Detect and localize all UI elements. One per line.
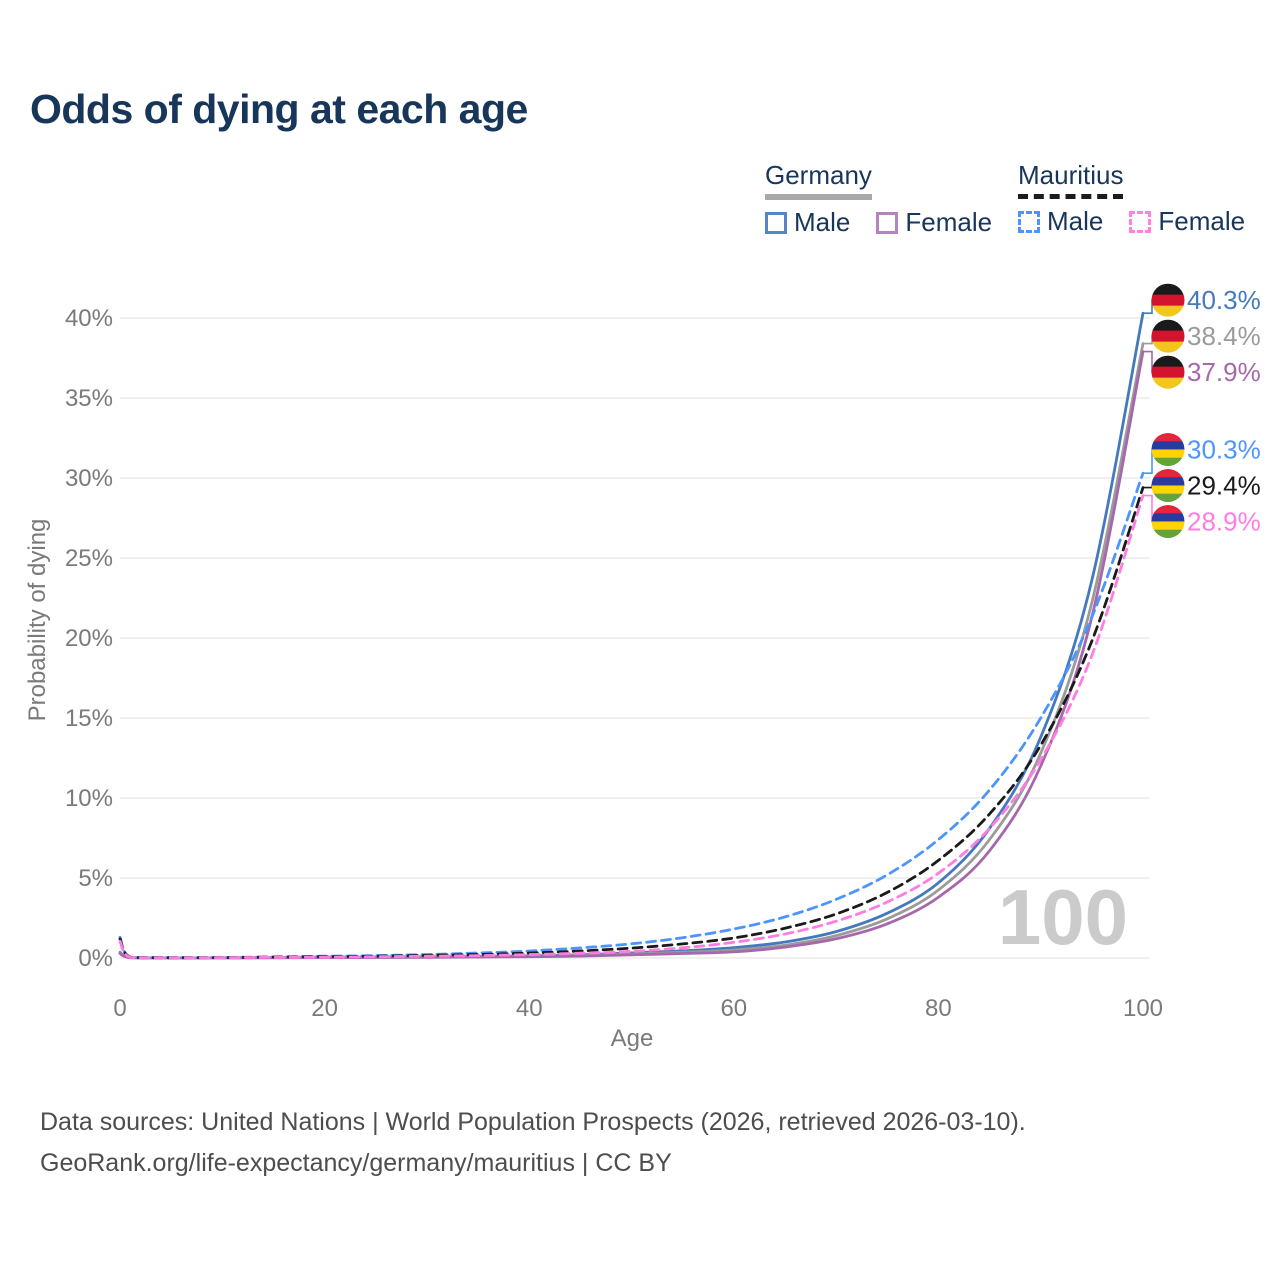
- mauritius-male-swatch-icon: [1018, 210, 1040, 233]
- germany-male-swatch-icon: [765, 211, 787, 234]
- y-tick-label: 20%: [65, 625, 113, 652]
- series-line-3: [118, 471, 1145, 960]
- end-value-label: 37.9%: [1187, 357, 1261, 387]
- germany-female-swatch-icon: [876, 211, 899, 234]
- y-axis-title: Probability of dying: [24, 519, 51, 722]
- footer: Data sources: United Nations | World Pop…: [40, 1102, 1026, 1184]
- legend-mauritius-heading: Mauritius: [1018, 160, 1124, 199]
- legend-label: Male: [1047, 206, 1104, 236]
- germany-flag-icon: [1151, 283, 1185, 317]
- y-tick-label: 30%: [65, 465, 113, 492]
- mauritius-flag-icon: [1151, 432, 1185, 466]
- series-line-2: [118, 350, 1145, 960]
- footer-attribution: GeoRank.org/life-expectancy/germany/maur…: [40, 1149, 672, 1177]
- y-tick-label: 35%: [65, 385, 113, 412]
- y-tick-label: 0%: [78, 945, 113, 972]
- series-line-1: [118, 342, 1145, 960]
- end-value-label: 29.4%: [1187, 470, 1261, 500]
- legend-item-mauritius-female[interactable]: Female: [1129, 206, 1245, 237]
- y-tick-label: 40%: [65, 305, 113, 332]
- legend-item-germany-male[interactable]: Male: [765, 207, 850, 238]
- x-axis-title: Age: [611, 1025, 654, 1052]
- page-title: Odds of dying at each age: [30, 86, 528, 132]
- series-line-0: [118, 311, 1145, 960]
- grid: 0% 5% 10% 15% 20% 25% 30% 35% 40% 0 20 40 60 80 100: [65, 305, 1163, 1022]
- footer-sources: Data sources: United Nations | World Pop…: [40, 1108, 1026, 1136]
- legend-item-germany-female[interactable]: Female: [876, 207, 992, 238]
- end-value-label: 28.9%: [1187, 506, 1261, 536]
- legend-label: Female: [905, 207, 993, 237]
- legend-item-mauritius-male[interactable]: Male: [1018, 206, 1103, 237]
- end-annotations: 40.3% 38.4% 37.9% 30.3% 29.4% 28.9%: [1144, 283, 1261, 538]
- mauritius-flag-icon: [1151, 468, 1185, 502]
- legend-group-germany: Germany Male Female: [765, 160, 992, 238]
- x-tick-label: 0: [113, 995, 126, 1022]
- end-value-label: 30.3%: [1187, 434, 1261, 464]
- y-tick-label: 15%: [65, 705, 113, 732]
- germany-flag-icon: [1151, 319, 1185, 353]
- y-tick-label: 5%: [78, 865, 113, 892]
- end-value-label: 38.4%: [1187, 321, 1261, 351]
- legend-label: Male: [794, 207, 851, 237]
- end-value-label: 40.3%: [1187, 285, 1261, 315]
- legend-label: Female: [1158, 206, 1246, 236]
- x-tick-label: 80: [925, 995, 952, 1022]
- y-tick-label: 10%: [65, 785, 113, 812]
- germany-flag-icon: [1151, 355, 1185, 389]
- series-line-5: [118, 494, 1145, 960]
- mauritius-female-swatch-icon: [1129, 210, 1152, 233]
- mauritius-flag-icon: [1151, 504, 1185, 538]
- age-watermark: 100: [998, 873, 1128, 961]
- x-tick-label: 40: [516, 995, 543, 1022]
- legend-group-mauritius: Mauritius Male Female: [1018, 160, 1245, 237]
- series-lines: [118, 311, 1145, 960]
- y-tick-label: 25%: [65, 545, 113, 572]
- legend-germany-heading: Germany: [765, 160, 872, 200]
- x-tick-label: 60: [720, 995, 747, 1022]
- x-tick-label: 100: [1123, 995, 1163, 1022]
- x-tick-label: 20: [311, 995, 338, 1022]
